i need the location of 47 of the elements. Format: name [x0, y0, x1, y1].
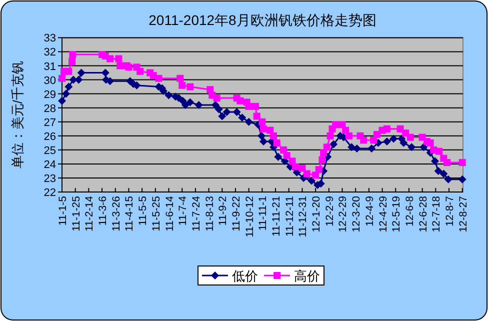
y-tick-label: 24 [44, 158, 56, 171]
x-tick-label: 11-1-5 [57, 196, 69, 226]
x-tick-label: 12-2-9 [324, 196, 336, 226]
x-tick-label: 12-4-9 [364, 196, 376, 226]
x-tick-label: 11-1-25 [70, 196, 82, 232]
y-tick-label: 22 [44, 187, 56, 199]
y-tick-label: 25 [44, 144, 56, 157]
x-tick-label: 11-2-14 [84, 196, 96, 232]
x-tick-label: 12-8-7 [444, 196, 456, 226]
x-tick-label: 11-12-11 [284, 196, 296, 236]
x-tick-label: 11-12-31 [297, 196, 310, 238]
y-tick-label: 29 [44, 88, 56, 101]
x-tick-label: 11-9-2 [217, 196, 230, 226]
y-tick-label: 26 [44, 130, 56, 143]
legend-label: 低价 [232, 268, 258, 284]
y-tick-label: 30 [44, 74, 56, 87]
x-tick-label: 12-4-29 [377, 196, 390, 232]
y-tick-label: 31 [44, 60, 56, 73]
x-tick-label: 11-10-12 [244, 196, 256, 238]
y-tick-label: 33 [44, 32, 56, 45]
x-tick-label: 11-7-24 [190, 196, 202, 232]
x-tick-label: 11-6-14 [164, 196, 176, 232]
chart-title: 2011-2012年8月欧洲钒铁价格走势图 [148, 12, 376, 28]
x-tick-label: 11-3-6 [97, 196, 110, 226]
y-tick-label: 32 [44, 46, 56, 59]
x-tick-label: 11-11-21 [270, 196, 283, 236]
y-tick-label: 28 [44, 102, 56, 115]
x-tick-label: 12-6-28 [417, 196, 430, 232]
x-tick-label: 12-3-20 [350, 196, 363, 232]
x-tick-label: 12-2-29 [337, 196, 350, 232]
legend-label: 高价 [294, 268, 320, 284]
x-tick-label: 11-5-5 [137, 196, 150, 226]
x-tick-label: 12-1-20 [310, 196, 323, 232]
x-tick-label: 11-4-15 [124, 196, 136, 232]
y-tick-label: 27 [44, 116, 56, 129]
x-tick-label: 12-8-27 [457, 196, 470, 232]
x-tick-label: 12-6-8 [404, 196, 416, 226]
x-tick-label: 11-3-26 [110, 196, 122, 232]
x-tick-label: 11-7-4 [177, 196, 190, 226]
y-tick-label: 23 [44, 172, 56, 185]
x-tick-label: 12-7-18 [430, 196, 443, 232]
x-tick-label: 11-8-13 [204, 196, 216, 232]
y-axis-title: 单位：美元/千克钒 [10, 61, 25, 169]
x-tick-label: 11-9-22 [230, 196, 242, 232]
x-tick-label: 11-11-1 [257, 196, 270, 231]
x-tick-label: 12-5-19 [390, 196, 403, 232]
x-tick-label: 11-5-25 [150, 196, 162, 232]
